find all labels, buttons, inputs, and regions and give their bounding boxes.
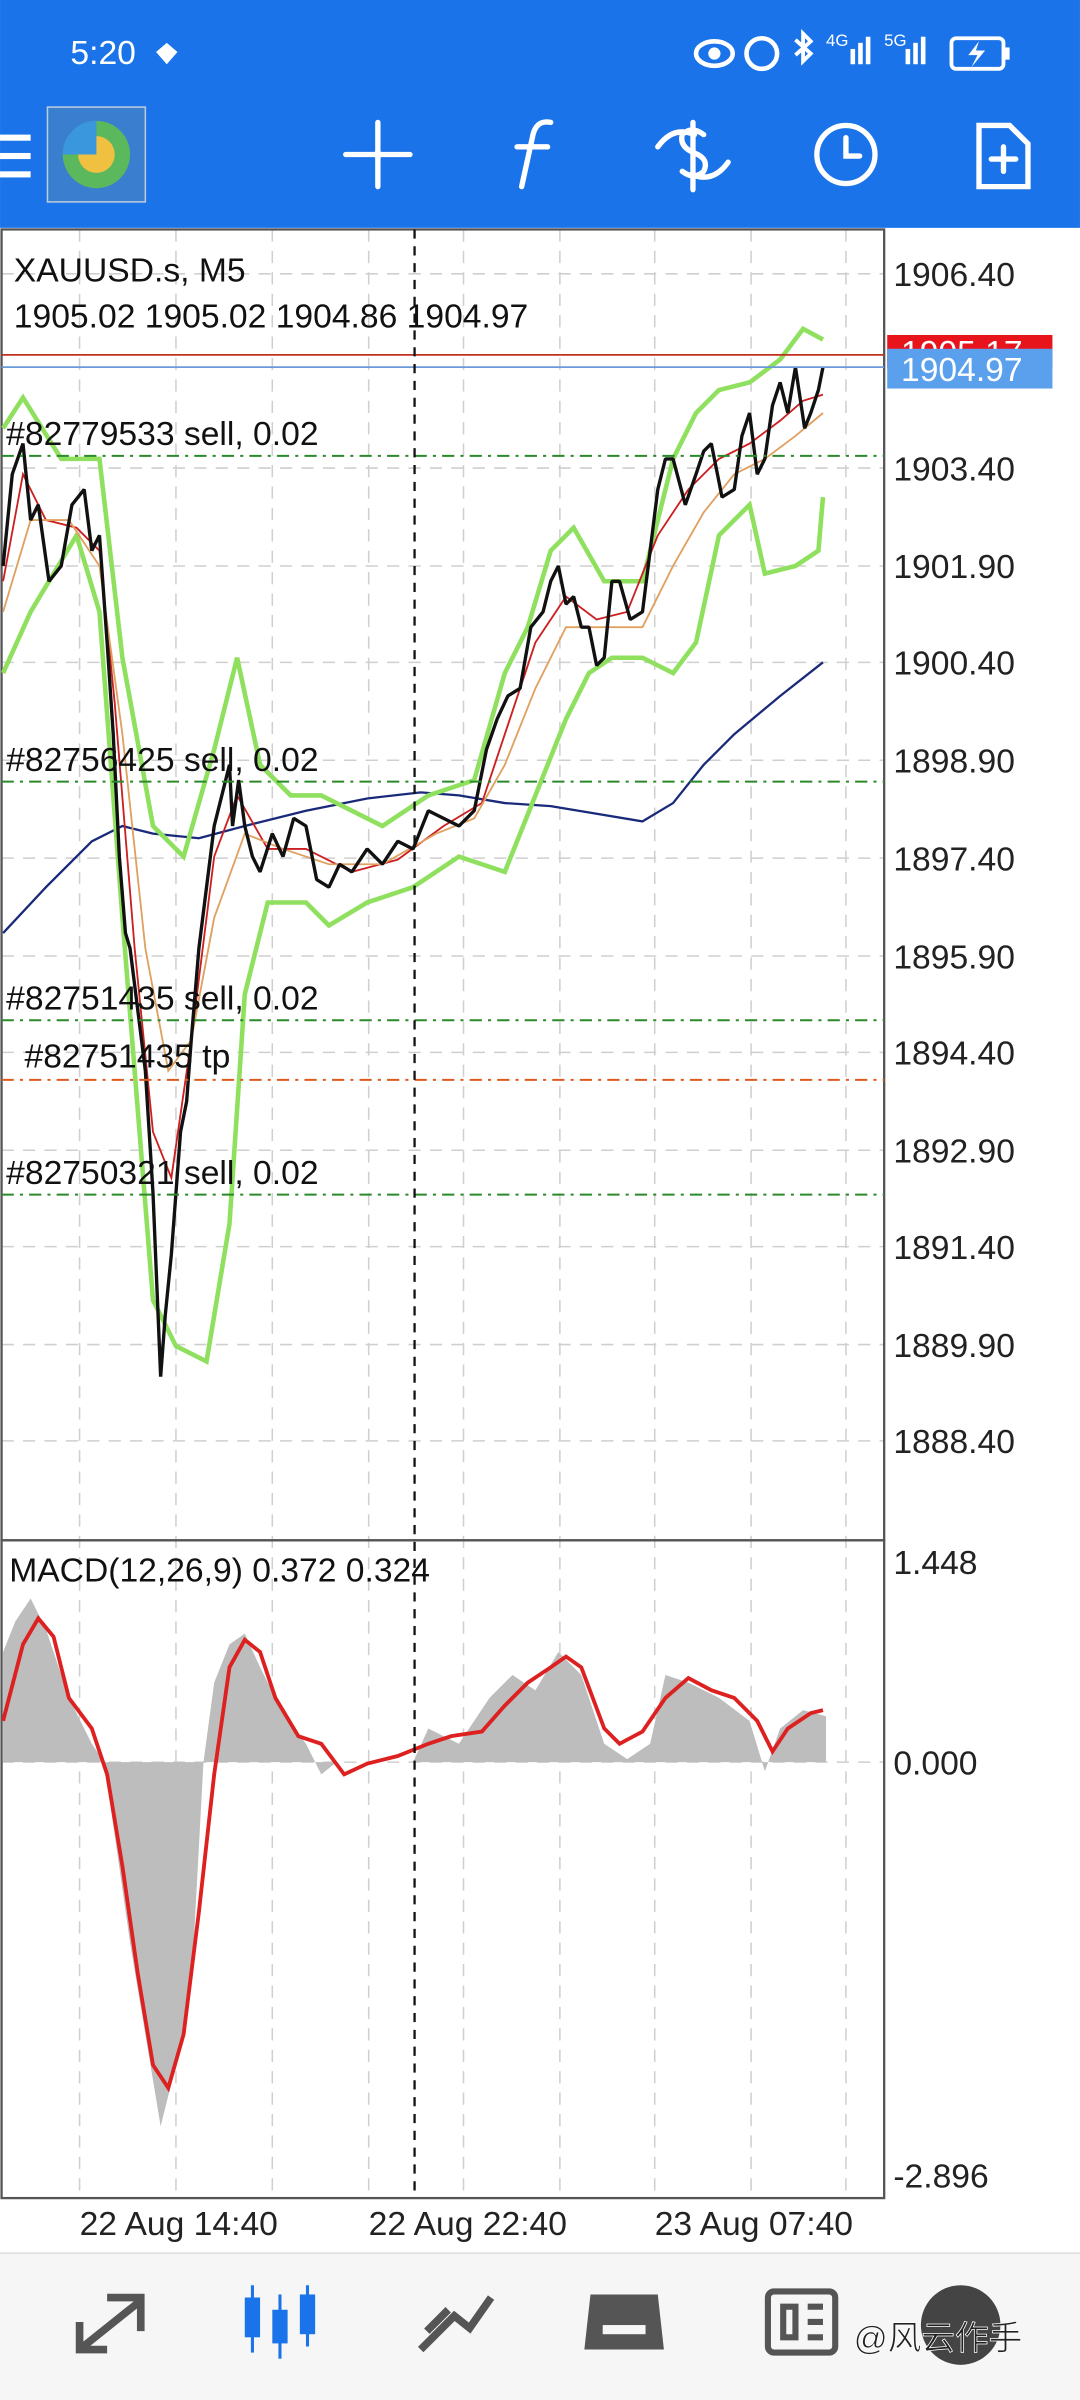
macd-histogram [3, 1598, 827, 2127]
price-label: 1894.40 [893, 1036, 1015, 1073]
status-icons [693, 29, 1010, 72]
macd-signal [1, 1615, 824, 2093]
order-label: #82750321 sell, 0.02 [6, 1155, 318, 1192]
tp-label: #82751435 tp [25, 1039, 231, 1076]
mt4-logo[interactable] [46, 106, 147, 203]
crosshair-button[interactable] [343, 119, 413, 190]
slow-ma [2, 412, 824, 1073]
bottom-nav [0, 2253, 1080, 2400]
bollinger-lower [1, 496, 826, 1365]
menu-button[interactable] [0, 134, 31, 178]
price-label: 1891.40 [893, 1230, 1015, 1267]
bid-tag-text: 1904.97 [901, 352, 1023, 389]
macd-scale-label: -2.896 [893, 2158, 988, 2195]
status-time: 5:20 [70, 35, 135, 72]
order-label: #82751435 sell, 0.02 [6, 981, 318, 1018]
news-tab[interactable] [764, 2288, 839, 2356]
order-label: #82779533 sell, 0.02 [6, 416, 318, 453]
price-label: 1888.40 [893, 1424, 1015, 1461]
price-label: 1897.40 [893, 841, 1015, 878]
time-label: 23 Aug 07:40 [655, 2206, 853, 2243]
trade-tab[interactable] [417, 2295, 495, 2353]
macd-frame [0, 1539, 886, 2200]
price-label: 1889.90 [893, 1328, 1015, 1365]
price-path [1, 366, 825, 1377]
quotes-tab[interactable] [75, 2293, 145, 2354]
price-label: 1901.90 [893, 549, 1015, 586]
order-label: #82756425 sell, 0.02 [6, 742, 318, 779]
watermark: @风云作手 [854, 2320, 1023, 2358]
status-network: 4G [826, 31, 848, 50]
macd-scale-label: 0.000 [893, 1745, 977, 1782]
new-order-button[interactable] [976, 122, 1031, 190]
chat-icon[interactable] [920, 2285, 1001, 2365]
time-label: 22 Aug 14:40 [80, 2206, 278, 2243]
price-label: 1906.40 [893, 257, 1015, 294]
period-button[interactable] [814, 122, 878, 187]
top-bar [0, 0, 1080, 228]
indicators-button[interactable] [514, 119, 554, 190]
bollinger-upper [1, 325, 825, 861]
history-tab[interactable] [584, 2294, 664, 2350]
symbol-label: XAUUSD.s, M5 [14, 252, 246, 289]
macd-scale-label: 1.448 [893, 1545, 977, 1582]
price-label: 1895.90 [893, 939, 1015, 976]
price-label: 1903.40 [893, 451, 1015, 488]
macd-label: MACD(12,26,9) 0.372 0.324 [9, 1553, 430, 1590]
trade-button[interactable] [655, 119, 731, 193]
bid-tag [887, 348, 1053, 389]
status-network: 5G [884, 31, 906, 50]
status-heart [156, 42, 178, 65]
time-label: 22 Aug 22:40 [369, 2206, 567, 2243]
price-label: 1898.90 [893, 743, 1015, 780]
price-label: 1892.90 [893, 1134, 1015, 1171]
chart-tab[interactable] [244, 2285, 316, 2359]
price-label: 1900.40 [893, 646, 1015, 683]
ohlc-label: 1905.02 1905.02 1904.86 1904.97 [14, 298, 528, 335]
